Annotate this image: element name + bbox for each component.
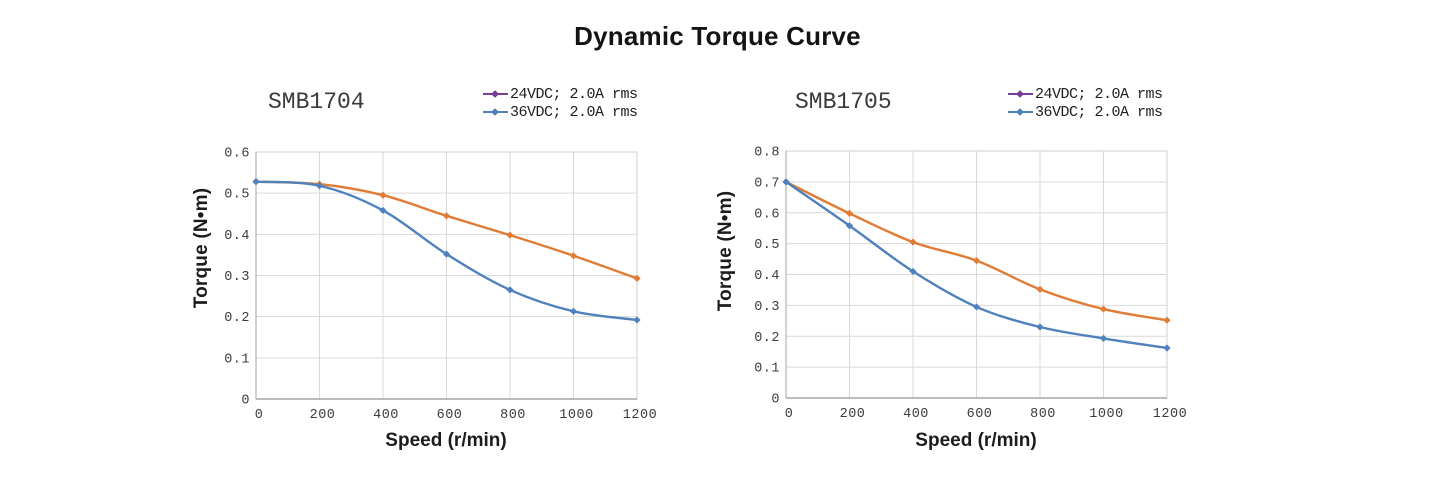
svg-text:600: 600 [967,407,993,422]
legend-item-36vdc: 36VDC; 2.0A rms [482,103,638,121]
legend-item-24vdc: 24VDC; 2.0A rms [1007,85,1163,103]
y-axis-title-smb1705: Torque (N•m) [715,190,736,312]
legend-label-36vdc: 36VDC; 2.0A rms [1035,103,1163,121]
svg-text:600: 600 [437,408,463,423]
svg-text:0: 0 [241,394,250,409]
svg-text:0.7: 0.7 [754,176,780,191]
x-axis-title-smb1705: Speed (r/min) [915,430,1037,451]
line-marker-icon [1008,90,1033,98]
svg-text:0.4: 0.4 [224,229,250,244]
svg-text:0.1: 0.1 [754,362,780,377]
legend-smb1705: 24VDC; 2.0A rms 36VDC; 2.0A rms [1007,85,1163,121]
svg-text:200: 200 [840,407,866,422]
svg-text:1200: 1200 [623,408,657,423]
svg-text:0.6: 0.6 [754,207,780,222]
legend-label-36vdc: 36VDC; 2.0A rms [510,103,638,121]
svg-text:1000: 1000 [559,408,593,423]
line-marker-icon [1008,108,1033,116]
x-axis-title-smb1704: Speed (r/min) [385,430,507,451]
svg-text:0: 0 [771,393,780,408]
svg-text:0.2: 0.2 [224,311,250,326]
chart-title-smb1704: SMB1704 [268,89,365,115]
legend-item-36vdc: 36VDC; 2.0A rms [1007,103,1163,121]
legend-label-24vdc: 24VDC; 2.0A rms [1035,85,1163,103]
svg-text:0: 0 [785,407,794,422]
svg-text:400: 400 [903,407,929,422]
svg-text:800: 800 [500,408,526,423]
svg-text:0.3: 0.3 [224,270,250,285]
plot-area-smb1705: 0 0.1 0.2 0.3 0.4 0.5 0.6 0.7 0.8 0 200 400 600 800 10… [754,146,1187,423]
plot-area-smb1704: 0 0.1 0.2 0.3 0.4 0.5 0.6 0 200 400 600 800 1000 1200 [224,147,657,424]
chart-title-smb1705: SMB1705 [795,89,892,115]
svg-text:0: 0 [255,408,264,423]
svg-text:0.5: 0.5 [754,238,780,253]
svg-text:400: 400 [373,408,399,423]
legend-label-24vdc: 24VDC; 2.0A rms [510,85,638,103]
line-marker-icon [483,108,508,116]
svg-text:0.2: 0.2 [754,331,780,346]
legend-item-24vdc: 24VDC; 2.0A rms [482,85,638,103]
svg-text:0.6: 0.6 [224,147,250,162]
y-axis-title-smb1704: Torque (N•m) [191,187,212,309]
svg-text:200: 200 [310,408,336,423]
page-title: Dynamic Torque Curve [574,21,861,51]
svg-text:0.3: 0.3 [754,300,780,315]
svg-text:1000: 1000 [1089,407,1123,422]
svg-text:800: 800 [1030,407,1056,422]
svg-text:0.8: 0.8 [754,146,780,161]
line-marker-icon [483,90,508,98]
svg-text:0.4: 0.4 [754,269,780,284]
svg-text:0.1: 0.1 [224,352,250,367]
svg-text:1200: 1200 [1153,407,1187,422]
legend-smb1704: 24VDC; 2.0A rms 36VDC; 2.0A rms [482,85,638,121]
svg-text:0.5: 0.5 [224,188,250,203]
